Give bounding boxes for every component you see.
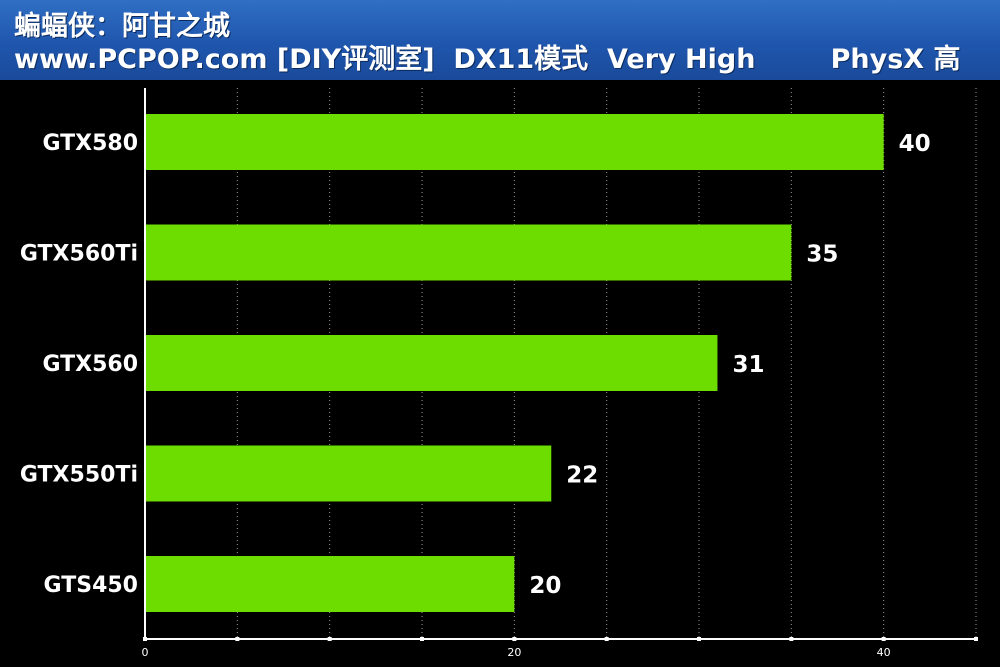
- category-label: GTS450: [44, 573, 138, 598]
- bar-value-label: 31: [732, 352, 764, 378]
- bar-chart: 0 20 40 GTX580 40 GTX560Ti 35 GTX560 31 GTX550Ti 2…: [20, 88, 978, 659]
- x-tick-mark: [604, 637, 609, 641]
- bar: [146, 224, 792, 281]
- bar: [146, 445, 552, 502]
- x-tick-label: 40: [877, 646, 891, 659]
- x-tick-mark: [143, 637, 147, 641]
- x-tick-mark: [974, 637, 978, 641]
- x-tick-mark: [420, 637, 424, 641]
- bar-value-label: 22: [566, 463, 598, 489]
- x-tick-mark: [327, 637, 332, 641]
- x-tick-label: 20: [507, 646, 521, 659]
- x-tick-mark: [697, 637, 701, 641]
- chart-header: 蝙蝠侠：阿甘之城 www.PCPOP.com [DIY评测室] DX11模式 V…: [0, 0, 1000, 80]
- test-settings-subtitle: www.PCPOP.com [DIY评测室] DX11模式 Very High …: [14, 44, 961, 75]
- bar: [146, 556, 515, 612]
- category-label: GTX560: [42, 352, 138, 377]
- bar: [146, 114, 884, 170]
- x-tick-mark: [512, 637, 517, 641]
- category-label: GTX580: [42, 131, 138, 156]
- bar-value-label: 20: [529, 573, 561, 599]
- category-label: GTX550Ti: [20, 463, 138, 488]
- bar-value-label: 35: [806, 242, 838, 268]
- x-tick-label: 0: [142, 646, 149, 659]
- game-title: 蝙蝠侠：阿甘之城: [14, 11, 230, 42]
- bar: [146, 335, 718, 391]
- category-label: GTX560Ti: [20, 242, 138, 267]
- x-tick-mark: [789, 637, 794, 641]
- x-tick-mark: [235, 637, 240, 641]
- x-tick-mark: [881, 637, 886, 641]
- bar-value-label: 40: [899, 131, 931, 157]
